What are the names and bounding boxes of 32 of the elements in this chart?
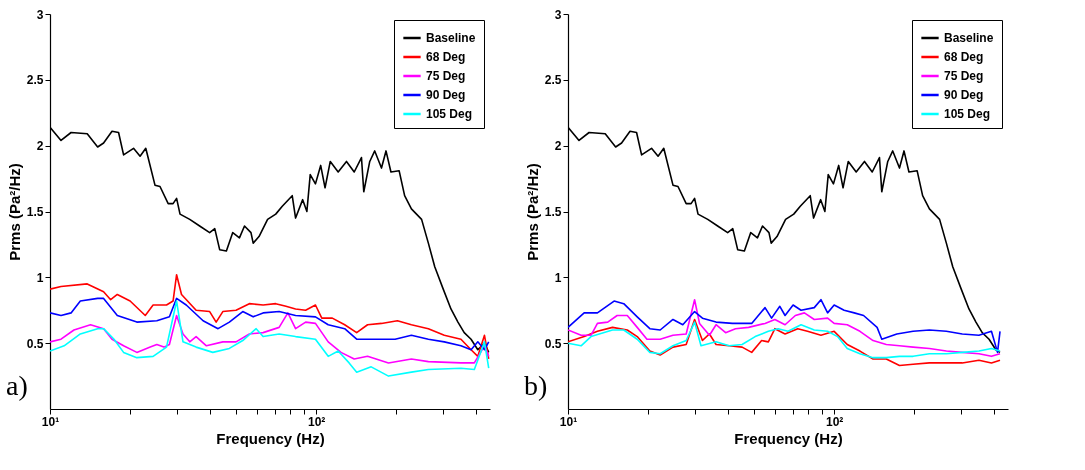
x-axis-title: Frequency (Hz) [216,429,325,447]
y-tick-label: 1.5 [544,205,562,219]
y-axis-title: Prms (Pa²/Hz) [5,163,23,261]
y-tick-label: 1.5 [26,205,44,219]
x-axis-title: Frequency (Hz) [734,429,843,447]
x-tick-label: 10¹ [41,414,60,429]
y-tick-label: 1 [554,270,562,285]
legend-label: Baseline [426,31,476,45]
legend-label: 75 Deg [426,69,466,83]
legend-label: 105 Deg [426,107,473,121]
text: a) [6,370,28,401]
legend-label: 90 Deg [944,88,984,102]
x-tick-label: 10¹ [559,414,578,429]
y-tick-label: 0.5 [26,336,44,351]
y-tick-label: 2.5 [26,73,44,88]
y-tick-label: 1 [36,270,44,285]
y-axis-title: Prms (Pa²/Hz) [523,163,541,261]
legend-label: 68 Deg [426,50,466,64]
x-tick-label: 10² [307,414,326,429]
legend-label: 90 Deg [426,88,466,102]
legend-label: 68 Deg [944,50,984,64]
y-tick-label: 2.5 [544,73,562,88]
y-tick-label: 3 [554,7,562,22]
y-tick-label: 0.5 [544,336,562,351]
legend-label: Baseline [944,31,994,45]
y-tick-label: 2 [36,139,44,154]
x-tick-label: 10² [825,414,844,429]
legend-label: 105 Deg [944,107,991,121]
text: b) [524,370,548,401]
legend-label: 75 Deg [944,69,984,83]
y-tick-label: 3 [36,7,44,22]
y-tick-label: 2 [554,139,562,154]
